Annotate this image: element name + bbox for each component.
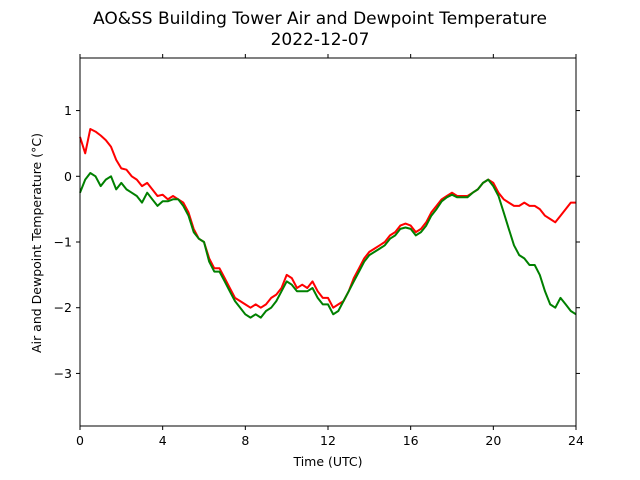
y-tick-label: 1 — [64, 103, 72, 118]
x-tick-label: 4 — [159, 433, 167, 448]
y-tick-label: −3 — [54, 366, 72, 381]
x-axis-label: Time (UTC) — [292, 454, 362, 469]
x-tick-label: 8 — [241, 433, 249, 448]
chart-title: AO&SS Building Tower Air and Dewpoint Te… — [93, 9, 547, 29]
series-line-0 — [79, 128, 576, 309]
y-tick-label: −2 — [54, 300, 72, 315]
y-tick-label: −1 — [54, 235, 72, 250]
y-axis-label: Air and Dewpoint Temperature (°C) — [29, 133, 44, 353]
x-tick-label: 0 — [76, 433, 84, 448]
plot-lines — [79, 128, 577, 319]
x-tick-label: 20 — [485, 433, 501, 448]
x-tick-label: 24 — [568, 433, 584, 448]
x-tick-label: 12 — [320, 433, 336, 448]
chart-subtitle: 2022-12-07 — [271, 30, 370, 50]
x-tick-label: 16 — [403, 433, 419, 448]
series-line-1 — [79, 172, 577, 319]
y-tick-label: 0 — [64, 169, 72, 184]
plot-frame — [79, 57, 577, 427]
axis-ticks: 0 4 8 12 16 20 24 1 0 −1 −2 −3 — [54, 54, 584, 448]
